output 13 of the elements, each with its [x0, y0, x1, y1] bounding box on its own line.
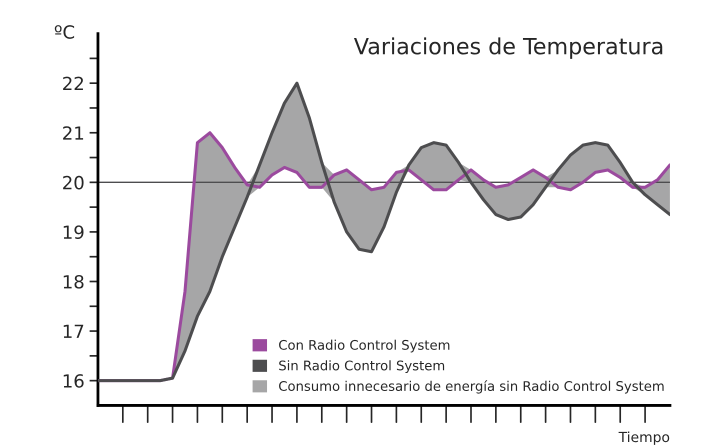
y-tick-label: 16: [64, 374, 84, 388]
x-axis-title: Tiempo: [618, 431, 670, 445]
legend-label: Sin Radio Control System: [279, 360, 444, 374]
y-tick-label: 18: [64, 274, 84, 289]
chart-title: Variaciones de Temperatura: [354, 37, 662, 59]
y-tick-label: 21: [63, 126, 84, 140]
legend-label: Con Radio Control System: [279, 340, 450, 352]
y-tick-label: 22: [63, 76, 83, 90]
y-axis-title: ºC: [54, 25, 74, 39]
y-tick-label: 17: [64, 324, 84, 338]
y-tick-label: 19: [64, 225, 84, 240]
annotation: Consumo innecesario de energía sin Radio Control System: [279, 380, 664, 394]
y-tick-label: 20: [63, 176, 84, 190]
